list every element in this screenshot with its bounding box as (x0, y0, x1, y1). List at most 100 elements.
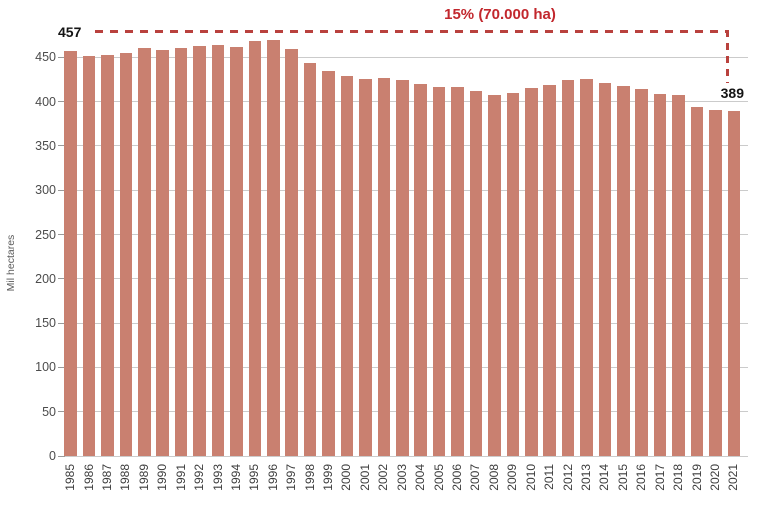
x-axis-label: 2001 (357, 464, 372, 491)
x-axis-label: 2011 (542, 464, 557, 490)
y-axis-tick-label: 400 (35, 94, 56, 109)
y-axis-tick (58, 455, 65, 457)
x-axis-label: 2004 (413, 464, 428, 491)
bar (377, 77, 391, 456)
bar (340, 75, 354, 456)
y-axis-tick (58, 322, 65, 324)
x-axis-label: 1989 (136, 464, 151, 491)
bar (211, 44, 225, 456)
bar (303, 62, 317, 456)
bar (709, 110, 722, 456)
x-axis-label: 2016 (634, 464, 649, 491)
y-axis-tick-label: 350 (35, 138, 56, 153)
bar (82, 55, 96, 456)
y-axis-tick-label: 450 (35, 50, 56, 65)
bar (64, 51, 77, 456)
bar (543, 84, 556, 456)
dashed-reference-line-vertical (726, 30, 729, 83)
x-axis-label: 2007 (468, 464, 483, 491)
x-axis-label: 1999 (321, 464, 336, 491)
y-axis-tick (58, 411, 65, 413)
bar (432, 87, 446, 456)
start-value-label: 457 (58, 24, 82, 40)
x-axis-label: 2008 (486, 464, 501, 491)
x-axis-label: 1995 (247, 464, 262, 491)
x-axis-label: 2020 (707, 464, 722, 491)
bar (672, 95, 685, 456)
bar (690, 106, 704, 456)
y-axis-tick (58, 234, 65, 235)
x-axis-label: 1993 (210, 464, 225, 491)
x-axis-label: 2018 (671, 464, 686, 491)
y-axis-tick-label: 300 (35, 183, 56, 198)
x-axis-label: 2002 (376, 464, 391, 491)
x-axis-label: 2010 (523, 464, 538, 491)
x-axis-label: 2006 (450, 464, 465, 491)
x-axis-label: 2017 (652, 464, 667, 491)
y-axis-tick-label: 200 (35, 271, 56, 286)
y-axis-tick (58, 101, 65, 103)
bar (230, 46, 243, 456)
bar (488, 94, 501, 456)
x-axis-label: 1994 (228, 464, 243, 491)
bar (174, 48, 188, 456)
bar (248, 41, 262, 456)
x-axis-label: 1990 (155, 464, 170, 491)
y-axis-tick (58, 56, 65, 58)
y-axis-tick-label: 50 (42, 404, 56, 419)
bar (653, 93, 667, 456)
x-axis-label: 2009 (505, 464, 520, 491)
x-axis-label: 1987 (99, 464, 114, 491)
end-value-label: 389 (720, 85, 744, 101)
bar (506, 92, 520, 456)
x-axis-label: 2012 (560, 464, 575, 491)
change-annotation-label: 15% (70.000 ha) (444, 6, 556, 23)
x-axis-label: 2013 (579, 464, 593, 491)
x-axis-label: 2003 (394, 464, 409, 491)
bar (414, 83, 427, 456)
y-axis-title: Mil hectares (5, 234, 17, 292)
x-axis-label: 1991 (173, 464, 188, 491)
x-axis-label: 1988 (118, 464, 133, 491)
x-axis-label: 1997 (284, 464, 299, 491)
bar (598, 82, 612, 456)
bar (359, 78, 372, 456)
bar (322, 70, 335, 456)
bar (101, 54, 114, 456)
y-axis-tick-label: 150 (35, 316, 56, 331)
y-axis-tick-label: 0 (49, 449, 56, 463)
y-axis-tick-label: 100 (35, 360, 56, 375)
dashed-reference-line-horizontal (95, 30, 729, 33)
x-axis-label: 1996 (265, 464, 280, 491)
x-axis-label: 1985 (63, 464, 78, 491)
gridline (62, 455, 748, 457)
x-axis-label: 2014 (597, 464, 612, 491)
bar (580, 78, 593, 456)
bar (395, 80, 409, 456)
bar (617, 85, 630, 456)
bar (561, 80, 575, 456)
gridline (62, 56, 748, 58)
bar (138, 48, 151, 456)
bar (469, 90, 483, 456)
y-axis-tick-label: 250 (35, 227, 56, 242)
y-axis-tick (58, 189, 65, 191)
x-axis-label: 2015 (615, 464, 630, 491)
bar (524, 88, 538, 456)
bar (727, 111, 741, 456)
x-axis-label: 1986 (81, 464, 96, 491)
x-axis-label: 2005 (431, 464, 446, 491)
bar (451, 86, 464, 456)
x-axis-label: 1998 (302, 464, 317, 491)
y-axis-tick (58, 366, 65, 368)
x-axis-label: 2021 (726, 464, 741, 491)
bar (285, 49, 298, 456)
bar (635, 89, 649, 456)
y-axis-tick (58, 278, 65, 280)
bar (193, 45, 206, 456)
x-axis-label: 2000 (339, 464, 354, 491)
bar (266, 39, 280, 456)
bar (156, 50, 170, 456)
bar (119, 52, 133, 456)
